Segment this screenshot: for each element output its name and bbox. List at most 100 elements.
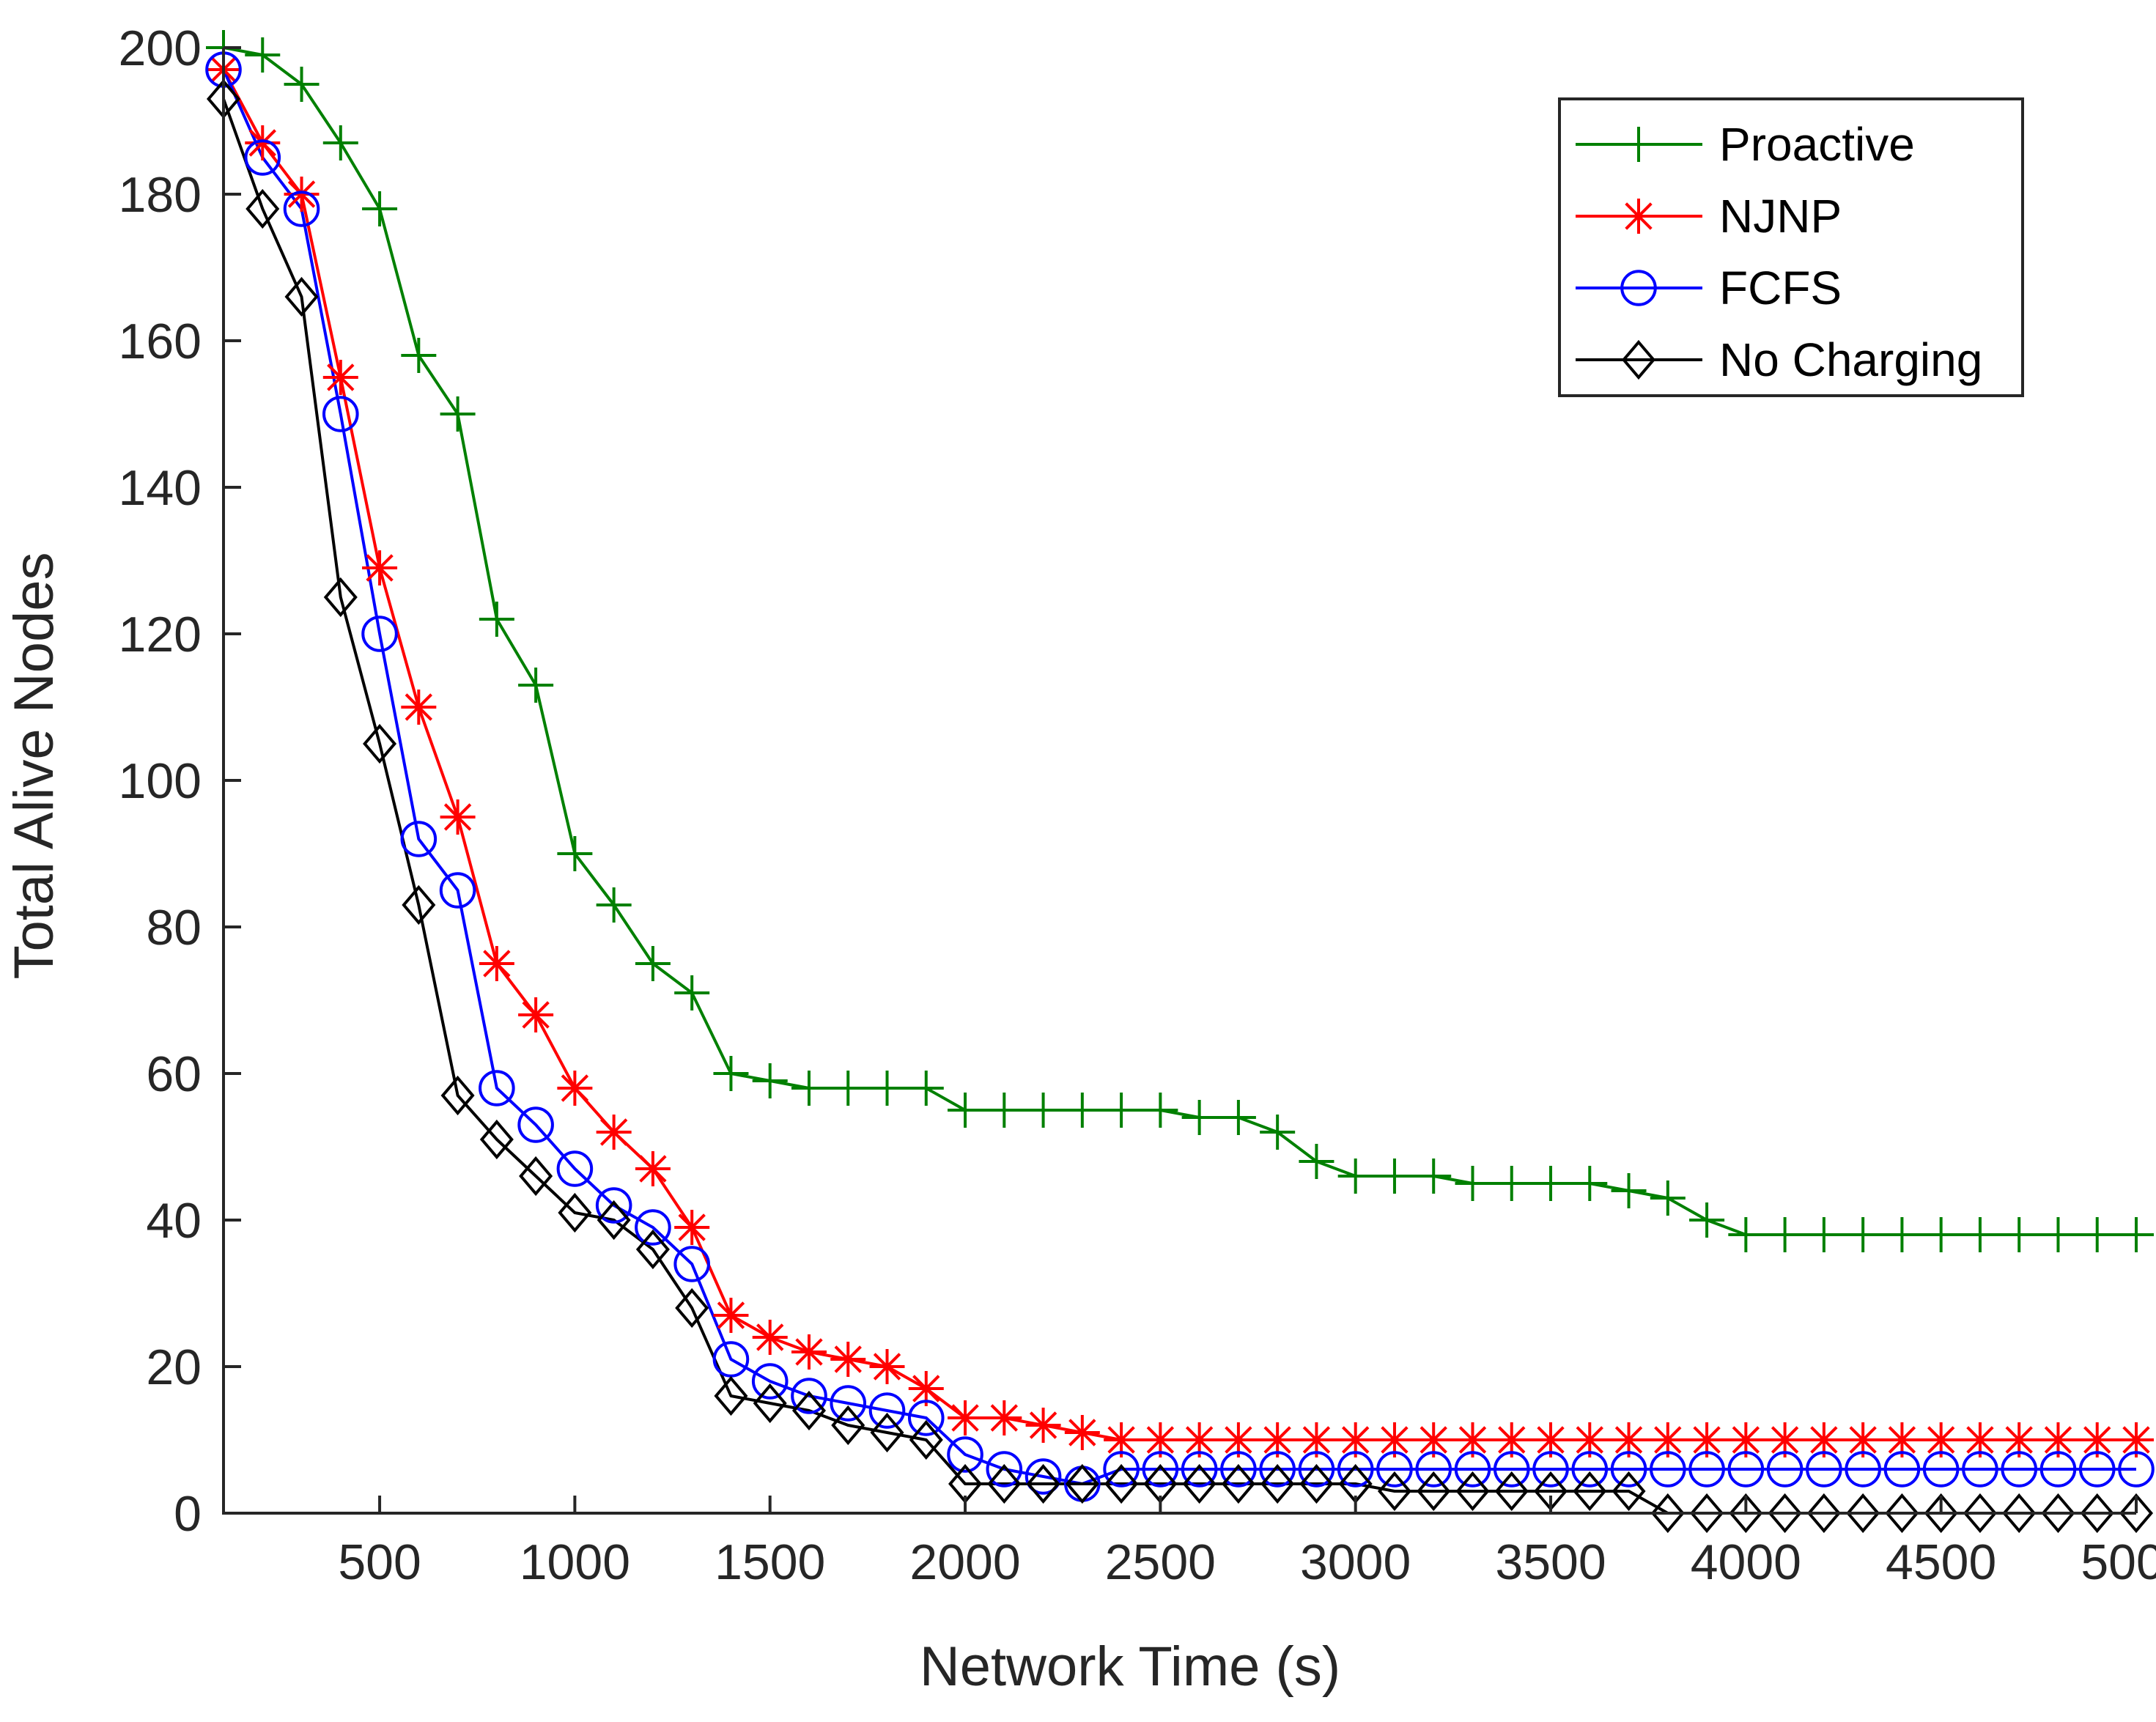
y-axis-label: Total Alive Nodes <box>3 553 65 980</box>
asterisk-marker <box>869 1349 905 1384</box>
y-tick-label: 180 <box>119 167 202 223</box>
asterisk-marker <box>1884 1422 1920 1457</box>
plus-marker <box>1455 1166 1491 1201</box>
circle-marker <box>1532 1451 1569 1488</box>
plus-marker <box>1337 1159 1373 1194</box>
asterisk-marker <box>2079 1422 2115 1457</box>
asterisk-marker <box>1064 1415 1100 1450</box>
x-tick-label: 1500 <box>715 1534 825 1590</box>
plus-marker <box>1845 1217 1881 1252</box>
circle-marker <box>556 1150 594 1187</box>
circle-marker <box>1688 1451 1725 1488</box>
circle-marker <box>1181 1451 1218 1488</box>
plus-marker <box>1064 1093 1100 1128</box>
diamond-marker <box>987 1463 1022 1504</box>
y-tick-label: 20 <box>146 1339 202 1395</box>
circle-marker <box>1766 1451 1804 1488</box>
plus-marker <box>791 1071 827 1106</box>
asterisk-marker <box>1533 1422 1569 1457</box>
circle-marker <box>1259 1451 1296 1488</box>
x-tick-label: 4500 <box>1886 1534 1996 1590</box>
circle-marker <box>986 1451 1023 1488</box>
diamond-marker <box>2041 1493 2075 1534</box>
asterisk-marker <box>1621 199 1656 234</box>
legend-entry: Proactive <box>1576 118 1915 171</box>
y-tick-label: 60 <box>146 1046 202 1102</box>
circle-marker <box>244 139 281 176</box>
circle-marker <box>1883 1451 1921 1488</box>
circle-marker <box>1103 1451 1140 1488</box>
asterisk-marker <box>830 1342 866 1377</box>
plus-marker <box>1181 1100 1217 1135</box>
asterisk-marker <box>1611 1422 1647 1457</box>
diamond-marker <box>363 723 397 764</box>
plus-marker <box>596 887 632 923</box>
x-tick-label: 2000 <box>909 1534 1020 1590</box>
asterisk-marker <box>908 1371 944 1406</box>
asterisk-marker <box>2001 1422 2037 1457</box>
asterisk-marker <box>1181 1422 1217 1457</box>
circle-marker <box>439 872 476 909</box>
asterisk-marker <box>1220 1422 1256 1457</box>
diamond-marker <box>714 1375 748 1416</box>
plus-marker <box>2001 1217 2037 1252</box>
asterisk-marker <box>479 946 514 981</box>
series-markers-proactive <box>206 30 2154 1252</box>
asterisk-marker <box>791 1334 827 1370</box>
circle-marker <box>1620 270 1657 306</box>
legend-label: Proactive <box>1719 118 1915 171</box>
diamond-marker <box>1650 1493 1685 1534</box>
diamond-marker <box>2119 1493 2154 1534</box>
asterisk-marker <box>596 1115 632 1150</box>
y-tick-label: 160 <box>119 314 202 369</box>
plus-marker <box>322 125 358 160</box>
plus-marker <box>1025 1093 1061 1128</box>
plus-marker <box>674 975 710 1010</box>
circle-marker <box>283 191 320 227</box>
diamond-marker <box>519 1156 553 1197</box>
circle-marker <box>830 1385 867 1422</box>
diamond-marker <box>909 1419 943 1460</box>
diamond-marker <box>597 1200 631 1241</box>
plus-marker <box>518 668 554 703</box>
asterisk-marker <box>245 125 281 160</box>
asterisk-marker <box>1260 1422 1296 1457</box>
asterisk-marker <box>1376 1422 1412 1457</box>
plus-marker <box>1533 1166 1569 1201</box>
circle-marker <box>635 1209 671 1246</box>
plus-marker <box>2119 1217 2154 1252</box>
asterisk-marker <box>635 1151 671 1186</box>
plus-marker <box>1923 1217 1959 1252</box>
legend: Proactive NJNP FCFS No Charging <box>1558 97 2024 397</box>
plus-marker <box>2079 1217 2115 1252</box>
legend-label: FCFS <box>1719 262 1842 314</box>
circle-marker <box>595 1187 632 1224</box>
series-markers-no-charging <box>206 78 2154 1534</box>
plus-marker <box>830 1071 866 1106</box>
plus-marker <box>1376 1159 1412 1194</box>
circle-marker <box>2001 1451 2038 1488</box>
y-tick-label: 0 <box>174 1486 202 1542</box>
plus-marker <box>1806 1217 1842 1252</box>
asterisk-marker <box>1455 1422 1491 1457</box>
circle-marker <box>1610 1451 1647 1488</box>
diamond-marker <box>2080 1493 2114 1534</box>
asterisk-marker <box>1299 1422 1334 1457</box>
circle-marker <box>361 616 398 652</box>
diamond-marker <box>1104 1463 1139 1504</box>
diamond-marker <box>753 1383 787 1424</box>
diamond-marker <box>1299 1463 1334 1504</box>
plus-marker <box>1621 127 1656 162</box>
diamond-marker <box>675 1287 709 1329</box>
diamond-marker <box>1065 1463 1099 1504</box>
series-markers-fcfs <box>205 51 2155 1502</box>
asterisk-marker <box>401 690 437 725</box>
asterisk-marker <box>440 799 476 835</box>
diamond-marker <box>1612 1471 1646 1512</box>
plus-marker <box>401 338 437 373</box>
asterisk-marker <box>1494 1422 1529 1457</box>
diamond-marker <box>1690 1493 1724 1534</box>
y-axis: 0 20 40 60 80 100 120 140 160 180 200 <box>119 21 241 1542</box>
marker-layer <box>205 30 2155 1534</box>
